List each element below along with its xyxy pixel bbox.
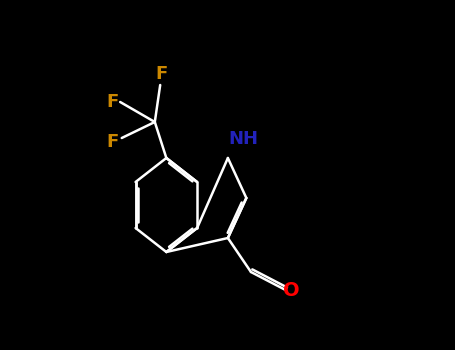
- Text: F: F: [106, 93, 119, 111]
- Text: F: F: [106, 133, 119, 151]
- Text: O: O: [283, 280, 299, 300]
- Text: NH: NH: [228, 130, 258, 148]
- Text: F: F: [156, 65, 168, 83]
